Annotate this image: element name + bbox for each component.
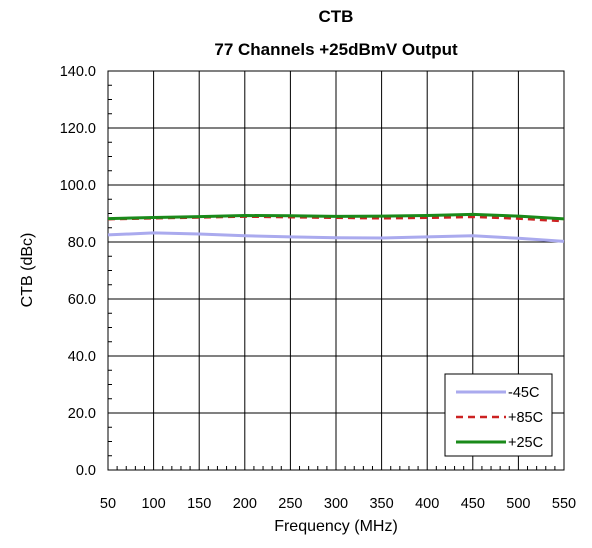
minor-ticks [108, 84, 556, 470]
y-tick-label: 120.0 [60, 121, 96, 137]
x-tick-label: 250 [278, 496, 302, 512]
x-tick-label: 300 [324, 496, 348, 512]
y-tick-label: 40.0 [68, 349, 96, 365]
x-tick-label: 150 [187, 496, 211, 512]
series-line-0 [107, 231, 565, 243]
x-tick-label: 550 [552, 496, 576, 512]
series-line-2 [107, 212, 565, 221]
series-layer [107, 212, 565, 243]
y-axis-title: CTB (dBc) [19, 233, 36, 308]
x-tick-label: 100 [141, 496, 165, 512]
legend-label-2: +25C [508, 435, 543, 451]
y-tick-label: 0.0 [76, 463, 96, 479]
x-axis-title: Frequency (MHz) [274, 518, 398, 535]
x-tick-label: 450 [461, 496, 485, 512]
chart-title: CTB [319, 7, 354, 26]
x-tick-labels: 50 100 150 200 250 300 350 400 450 500 550 [100, 496, 576, 512]
y-tick-labels: 0.0 20.0 40.0 60.0 80.0 100.0 120.0 140.0 [60, 64, 96, 479]
y-tick-label: 100.0 [60, 178, 96, 194]
y-tick-label: 60.0 [68, 292, 96, 308]
chart-subtitle: 77 Channels +25dBmV Output [214, 40, 458, 59]
y-tick-label: 80.0 [68, 235, 96, 251]
x-tick-label: 200 [233, 496, 257, 512]
y-tick-label: 140.0 [60, 64, 96, 80]
legend: -45C +85C +25C [444, 373, 553, 457]
legend-label-1: +85C [508, 410, 543, 426]
x-tick-label: 350 [369, 496, 393, 512]
x-tick-label: 400 [415, 496, 439, 512]
legend-label-0: -45C [508, 385, 539, 401]
x-tick-label: 500 [506, 496, 530, 512]
x-tick-label: 50 [100, 496, 116, 512]
y-tick-label: 20.0 [68, 406, 96, 422]
